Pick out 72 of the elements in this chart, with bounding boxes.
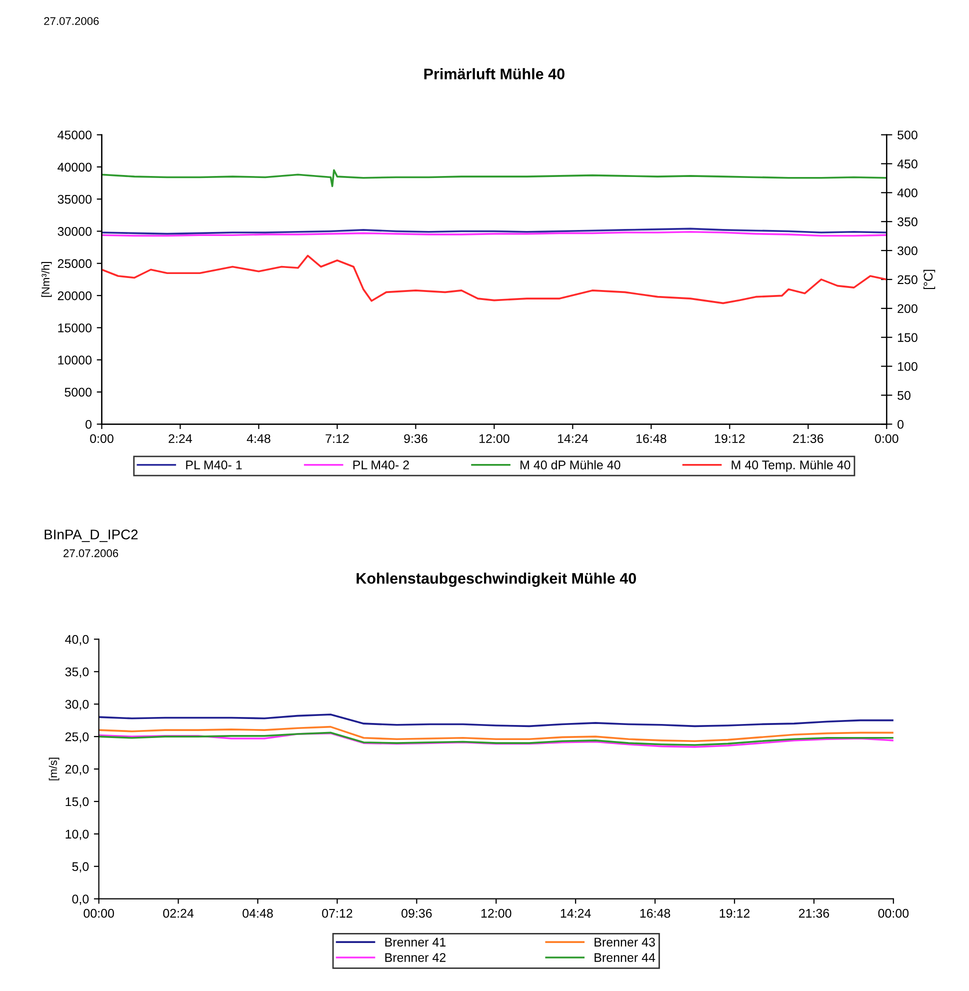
x-tick-label: 12:00 (480, 434, 510, 444)
y-tick-label: 25,0 (65, 732, 89, 743)
y-axis-title: [Nm³/h] (41, 262, 52, 297)
x-tick-label: 14:24 (558, 434, 588, 443)
y-tick-label: 15,0 (66, 797, 89, 808)
x-tick-label: 14:24 (560, 908, 591, 918)
y-tick-label: 20000 (58, 291, 92, 300)
legend-label: Brenner 42 (385, 953, 446, 962)
legend-label: PL M40- 2 (353, 460, 409, 470)
x-tick-label: 2:24 (168, 434, 192, 443)
legend-label: PL M40- 1 (186, 460, 242, 470)
x-tick-label: 00:00 (84, 908, 114, 918)
legend-label: M 40 dP Mühle 40 (520, 460, 620, 470)
x-tick-label: 0:00 (90, 434, 114, 444)
y2-tick-label: 250 (898, 275, 918, 284)
x-tick-label: 04:48 (242, 908, 273, 918)
line-series (98, 726, 894, 742)
x-tick-label: 02:24 (163, 908, 194, 918)
x-tick-label: 19:12 (720, 908, 750, 918)
y2-tick-label: 50 (898, 391, 910, 400)
legend-label: M 40 Temp. Mühle 40 (732, 460, 850, 472)
x-tick-label: 7:12 (326, 434, 349, 443)
y-tick-label: 35,0 (65, 667, 89, 678)
y2-tick-label: 350 (898, 217, 918, 226)
text: BInPA_D_IPC2 (44, 530, 138, 542)
y-tick-label: 35000 (58, 194, 92, 204)
y2-axis-title: [°C] (923, 270, 936, 290)
chart-title: Primärluft Mühle 40 (424, 68, 564, 80)
y-tick-label: 0,0 (72, 894, 89, 905)
y-tick-label: 25000 (58, 259, 92, 268)
x-tick-label: 07:12 (322, 908, 352, 918)
y-tick-label: 5,0 (72, 862, 89, 873)
y-tick-label: 5000 (64, 388, 92, 397)
y-tick-label: 45000 (58, 130, 92, 140)
x-tick-label: 21:36 (798, 908, 830, 918)
y-tick-label: 40000 (58, 162, 92, 172)
line-series (98, 714, 894, 728)
x-tick-label: 09:36 (402, 908, 432, 918)
x-tick-label: 21:36 (793, 434, 824, 444)
x-tick-label: 9:36 (404, 434, 428, 444)
chart-title: Kohlenstaubgeschwindigkeit Mühle 40 (356, 572, 636, 587)
x-tick-label: 00:00 (878, 908, 909, 918)
line-series (102, 254, 887, 304)
y-tick-label: 30000 (58, 227, 92, 236)
legend-label: Brenner 41 (385, 938, 446, 947)
legend-label: Brenner 44 (594, 953, 656, 962)
line-series (102, 169, 887, 188)
x-tick-label: 12:00 (481, 908, 512, 918)
y2-tick-label: 300 (898, 246, 918, 256)
legend-label: Brenner 43 (594, 938, 655, 947)
y-tick-label: 10000 (58, 356, 92, 364)
y-tick-label: 15000 (58, 323, 92, 332)
x-tick-label: 19:12 (714, 434, 745, 444)
text: 27.07.2006 (44, 17, 99, 26)
y2-tick-label: 200 (898, 304, 918, 314)
y2-tick-label: 450 (897, 160, 918, 168)
y2-tick-label: 400 (897, 188, 918, 198)
y-tick-label: 40,0 (65, 634, 89, 646)
y-axis-title: [m/s] (48, 758, 60, 780)
y-tick-label: 20,0 (65, 764, 89, 776)
y-tick-label: 10,0 (66, 830, 89, 840)
y-tick-label: 0 (86, 420, 92, 429)
y2-tick-label: 500 (898, 130, 918, 140)
x-tick-label: 16:48 (636, 434, 666, 444)
text: 27.07.2006 (64, 549, 118, 558)
x-tick-label: 0:00 (874, 434, 898, 444)
y2-tick-label: 100 (898, 362, 918, 371)
y-tick-label: 30,0 (65, 700, 89, 710)
x-tick-label: 4:48 (246, 434, 270, 444)
y2-tick-label: 150 (898, 333, 918, 342)
y2-tick-label: 0 (898, 420, 904, 429)
x-tick-label: 16:48 (640, 908, 670, 918)
